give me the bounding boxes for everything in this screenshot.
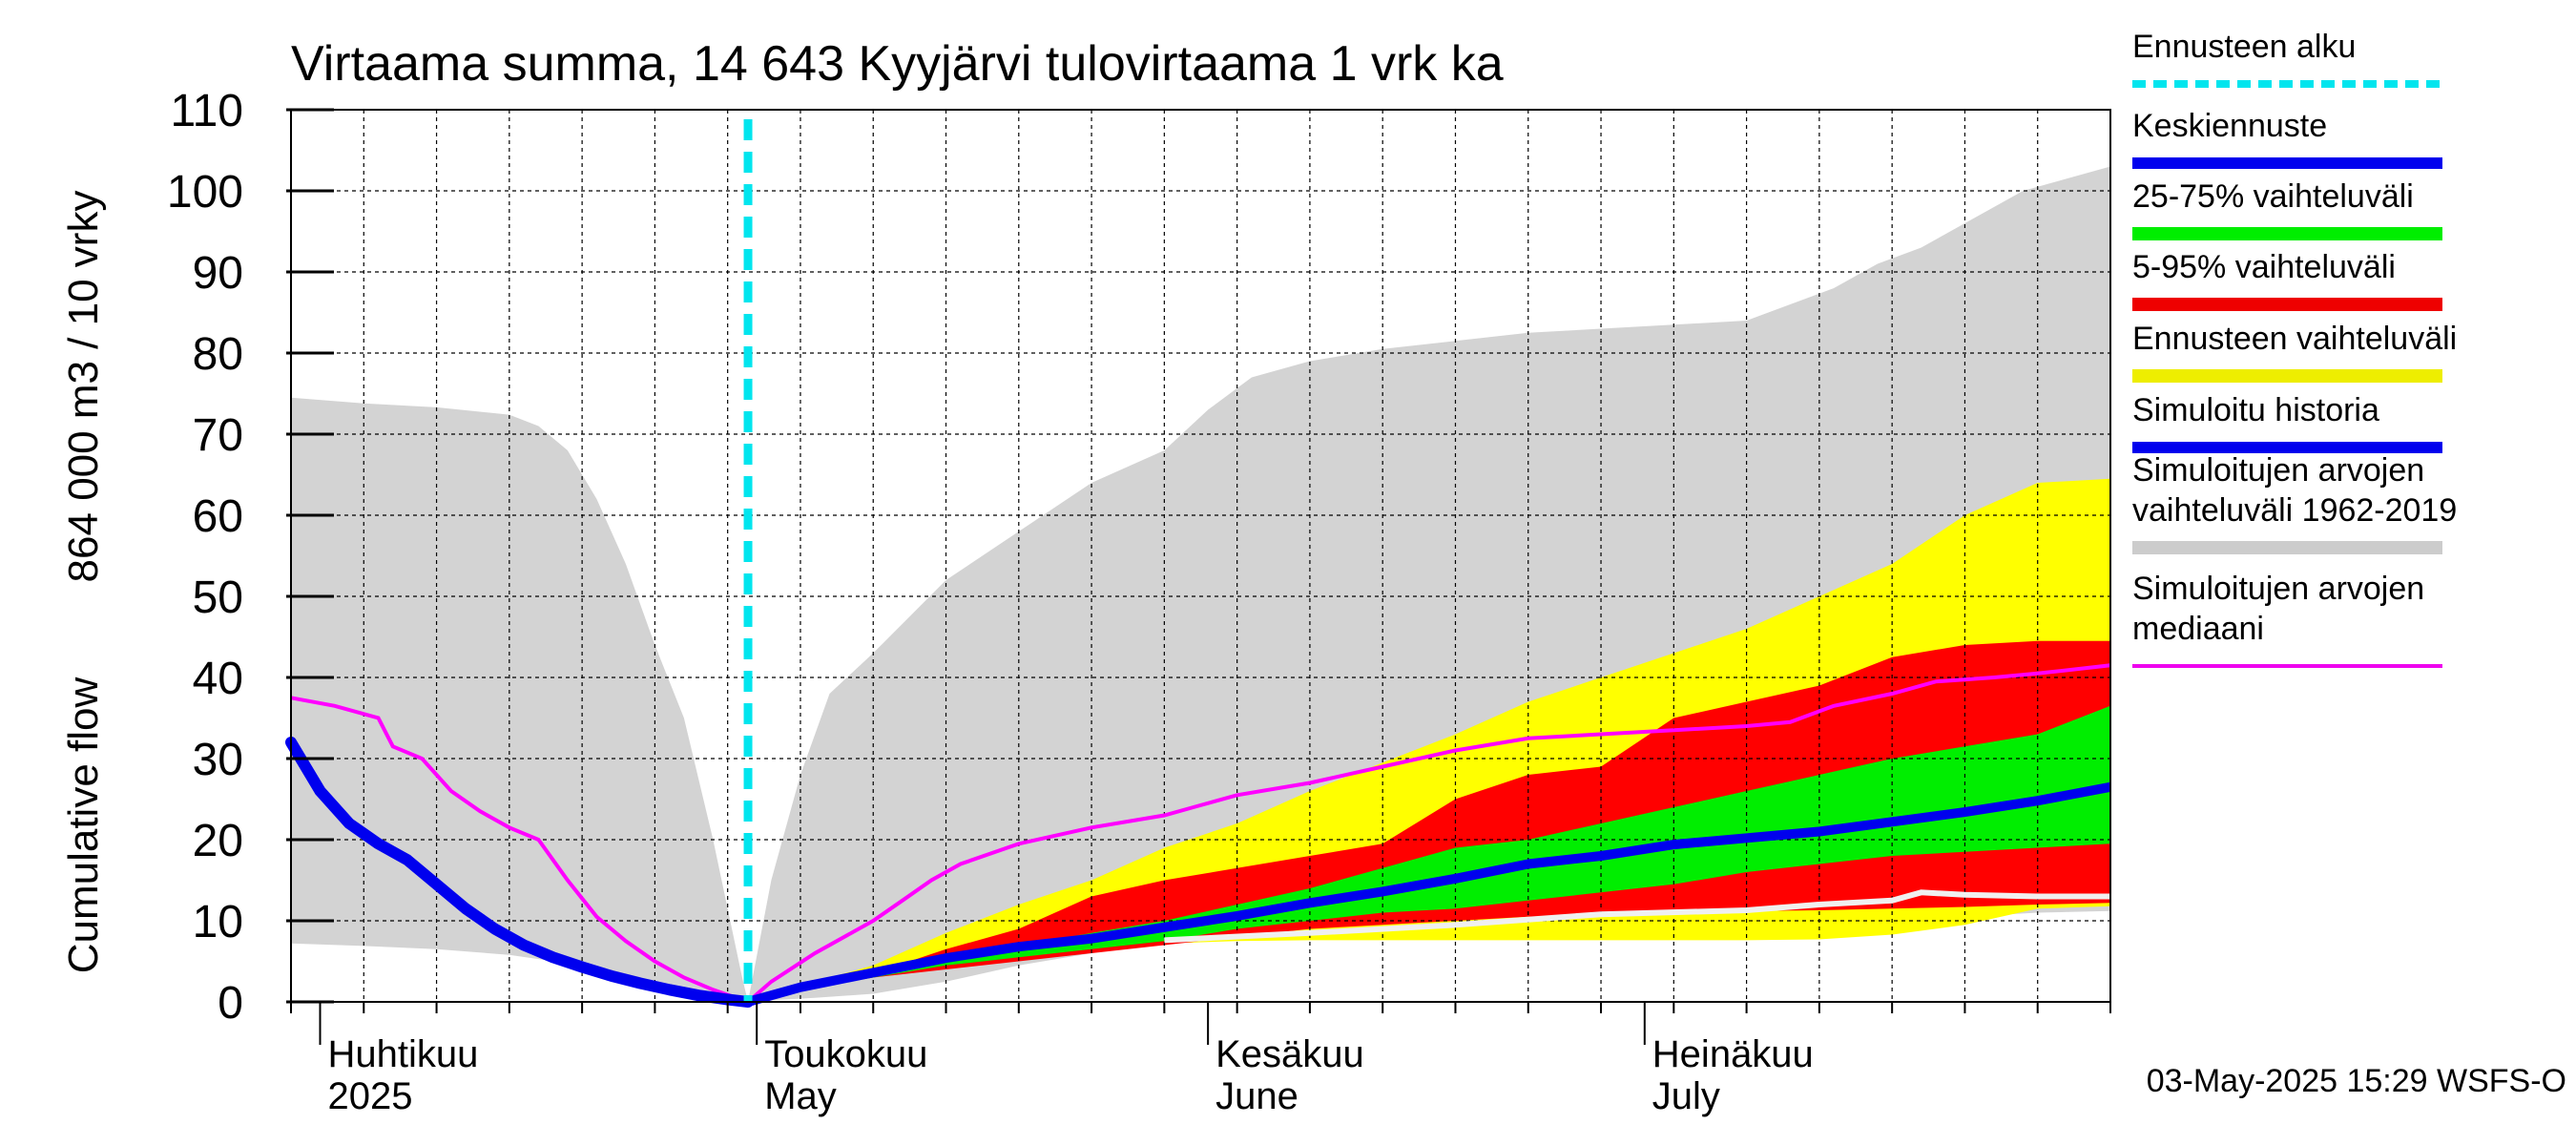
x-month-label-1: Toukokuu: [764, 1033, 927, 1075]
p5-95-band: [748, 640, 2110, 1002]
light-reference-line: [1164, 889, 2110, 944]
y-tick-label-40: 40: [193, 654, 243, 704]
y-axis-label-line1: Cumulative flow: [60, 677, 107, 974]
y-axis-label-line2: 864 000 m3 / 10 vrky: [60, 191, 107, 583]
y-tick-label-10: 10: [193, 897, 243, 947]
x-month-sublabel-2: June: [1215, 1075, 1298, 1117]
x-month-sublabel-0: 2025: [328, 1075, 413, 1117]
legend-label-3: 5-95% vaihteluväli: [2132, 249, 2396, 285]
x-month-label-0: Huhtikuu: [328, 1033, 479, 1075]
x-month-sublabel-3: July: [1652, 1075, 1720, 1117]
x-month-label-3: Heinäkuu: [1652, 1033, 1814, 1075]
legend-label-4: Ennusteen vaihteluväli: [2132, 321, 2457, 357]
legend-label-1: Keskiennuste: [2132, 108, 2327, 144]
lines-layer: [285, 119, 2111, 1008]
y-tick-label-0: 0: [218, 978, 243, 1029]
y-tick-label-90: 90: [193, 248, 243, 299]
legend-label-5: Simuloitu historia: [2132, 392, 2379, 428]
legend-label-7-line2: mediaani: [2132, 611, 2264, 647]
timestamp-label: 03-May-2025 15:29 WSFS-O: [2147, 1063, 2566, 1099]
text-layer: Virtaama summa, 14 643 Kyyjärvi tulovirt…: [60, 36, 2566, 1099]
historical-median-line: [290, 663, 2111, 1005]
median-forecast-line: [746, 781, 2111, 1007]
y-tick-label-30: 30: [193, 735, 243, 785]
y-tick-label-50: 50: [193, 572, 243, 623]
legend-label-2: 25-75% vaihteluväli: [2132, 178, 2414, 215]
y-tick-label-70: 70: [193, 410, 243, 461]
y-tick-label-110: 110: [170, 86, 243, 136]
legend-label-6-line2: vaihteluväli 1962-2019: [2132, 492, 2457, 529]
legend-label-6: Simuloitujen arvojen: [2132, 452, 2424, 489]
legend-label-0: Ennusteen alku: [2132, 29, 2356, 65]
legend-label-7: Simuloitujen arvojen: [2132, 571, 2424, 607]
legend-layer: Ennusteen alku Keskiennuste 25-75% vaihtel…: [2132, 29, 2457, 668]
x-month-sublabel-1: May: [764, 1075, 837, 1117]
plot-frame: [290, 109, 2111, 1003]
y-tick-label-20: 20: [193, 816, 243, 866]
y-tick-label-60: 60: [193, 491, 243, 542]
chart-title: Virtaama summa, 14 643 Kyyjärvi tulovirt…: [291, 36, 1504, 92]
simulated-history-line: [285, 737, 754, 1008]
grid-layer: [291, 110, 2110, 1002]
y-tick-label-80: 80: [193, 329, 243, 380]
x-month-label-2: Kesäkuu: [1215, 1033, 1364, 1075]
y-tick-label-100: 100: [167, 167, 243, 218]
